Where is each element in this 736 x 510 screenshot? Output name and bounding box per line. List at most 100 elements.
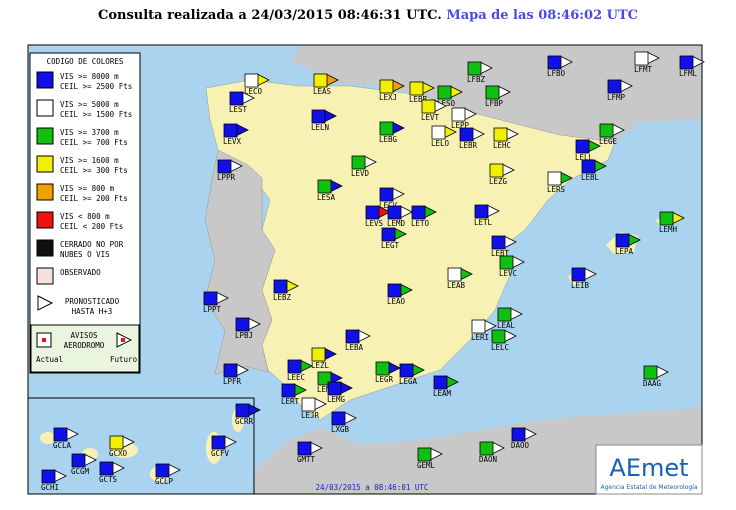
station-icon (643, 365, 658, 380)
station-icon (615, 233, 630, 248)
legend-swatch (36, 155, 54, 173)
legend-text: VIS >= 5000 m (60, 100, 119, 109)
station-code: LEVC (499, 269, 517, 278)
station-icon (431, 125, 446, 140)
station-icon (491, 235, 506, 250)
station-icon (379, 79, 394, 94)
station-icon (459, 127, 474, 142)
legend-text: CEIL >= 200 Fts (60, 194, 128, 203)
footer-timestamp: 24/03/2015 a 08:46:01 UTC (316, 483, 429, 492)
station-code: LPPR (217, 173, 236, 182)
station-icon (379, 121, 394, 136)
station-icon (409, 81, 424, 96)
station-icon (447, 267, 462, 282)
station-code: LEAL (497, 321, 516, 330)
station-icon (474, 204, 489, 219)
station-icon (387, 205, 402, 220)
station-icon (575, 139, 590, 154)
query-time: Consulta realizada a 24/03/2015 08:46:31… (97, 8, 442, 23)
station-icon (345, 329, 360, 344)
station-code: LEBB (409, 95, 428, 104)
station-icon (99, 461, 114, 476)
station-icon (497, 307, 512, 322)
station-code: GCLA (53, 441, 72, 450)
station-icon (479, 441, 494, 456)
station-code: LEVS (365, 219, 384, 228)
station-icon (493, 127, 508, 142)
legend-text: HASTA H+3 (72, 307, 113, 316)
station-code: GCLP (155, 477, 174, 486)
legend-text: OBSERVADO (60, 268, 101, 277)
station-icon (607, 79, 622, 94)
station-icon (679, 55, 694, 70)
station-code: LFML (679, 69, 698, 78)
station-icon (467, 61, 482, 76)
station-icon (451, 107, 466, 122)
legend-text: VIS < 800 m (60, 212, 110, 221)
station-icon (437, 85, 452, 100)
station-code: LELL (575, 153, 594, 162)
station-icon (109, 435, 124, 450)
legend-text: AVISOS (70, 331, 98, 340)
station-code: LEVT (421, 113, 440, 122)
legend-text: CEIL < 200 Fts (60, 222, 123, 231)
legend-text: CEIL >= 700 Fts (60, 138, 128, 147)
station-icon (379, 187, 394, 202)
station-icon (421, 99, 436, 114)
station-code: LEZG (489, 177, 508, 186)
legend-swatch (36, 71, 54, 89)
station-code: LEAO (387, 297, 406, 306)
map-time: Mapa de las 08:46:02 UTC (446, 8, 639, 23)
station-code: LELC (491, 343, 509, 352)
station-code: LFBP (485, 99, 504, 108)
warning-icon (42, 338, 46, 342)
station-code: LEHC (493, 141, 511, 150)
station-code: GCHI (41, 483, 59, 492)
station-icon (244, 73, 259, 88)
station-icon (499, 255, 514, 270)
station-code: LERT (281, 397, 300, 406)
legend-swatch (36, 99, 54, 117)
station-icon (287, 359, 302, 374)
station-icon (41, 469, 56, 484)
station-icon (313, 73, 328, 88)
station-code: LESO (437, 99, 456, 108)
station-code: LEJR (301, 411, 320, 420)
legend-actual: Actual (36, 355, 63, 364)
station-code: LEEC (287, 373, 305, 382)
station-icon (571, 267, 586, 282)
legend-text: CEIL >= 2500 Fts (60, 82, 132, 91)
station-code: LXGB (331, 425, 350, 434)
station-icon (297, 441, 312, 456)
station-code: LETO (411, 219, 430, 228)
station-icon (547, 55, 562, 70)
station-code: LEVX (223, 137, 242, 146)
station-code: LEBL (581, 173, 600, 182)
legend-text: PRONOSTICADO (65, 297, 120, 306)
legend-swatch (36, 267, 54, 285)
station-code: LELO (431, 139, 450, 148)
legend-swatch (36, 239, 54, 257)
station-icon (399, 363, 414, 378)
header: Consulta realizada a 24/03/2015 08:46:31… (0, 8, 736, 23)
canary-inset (27, 397, 255, 495)
legend-text: AERODROMO (64, 341, 105, 350)
station-code: LEXJ (379, 93, 397, 102)
legend-future: Futuro (110, 355, 138, 364)
station-icon (235, 403, 250, 418)
station-icon (281, 383, 296, 398)
station-code: LEPA (615, 247, 634, 256)
station-icon (417, 447, 432, 462)
legend-title: CODIGO DE COLORES (47, 57, 124, 66)
station-icon (351, 155, 366, 170)
legend-text: VIS >= 8000 m (60, 72, 119, 81)
station-icon (211, 435, 226, 450)
station-code: LPBJ (235, 331, 253, 340)
station-code: LFBZ (467, 75, 486, 84)
station-icon (411, 205, 426, 220)
station-icon (599, 123, 614, 138)
station-code: LEST (229, 105, 248, 114)
station-code: LEZL (311, 361, 330, 370)
